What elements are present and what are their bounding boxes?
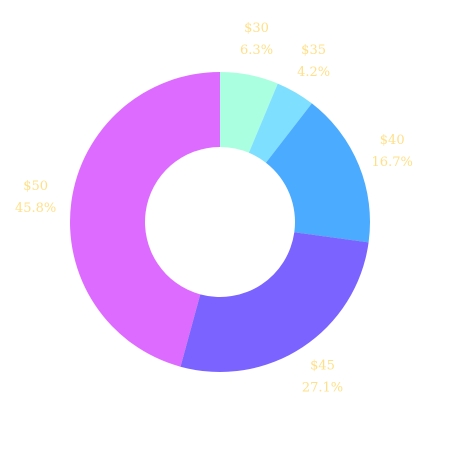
slice-label: $35 xyxy=(301,43,326,58)
slice-value-label: 45.8% xyxy=(15,201,56,216)
slice-label: $50 xyxy=(23,179,48,194)
slice-label: $40 xyxy=(380,133,405,148)
slice-value-label: 4.2% xyxy=(297,65,330,80)
pie-slice xyxy=(248,83,312,163)
pie-slice xyxy=(70,72,220,367)
pie-slice xyxy=(265,103,370,243)
slice-value-label: 16.7% xyxy=(372,155,413,170)
slice-label: $30 xyxy=(244,21,269,36)
slice-label: $45 xyxy=(310,359,335,374)
pie-slice xyxy=(180,232,369,372)
slice-value-label: 27.1% xyxy=(302,381,343,396)
slice-value-label: 6.3% xyxy=(240,43,273,58)
pie-slice xyxy=(220,72,278,153)
